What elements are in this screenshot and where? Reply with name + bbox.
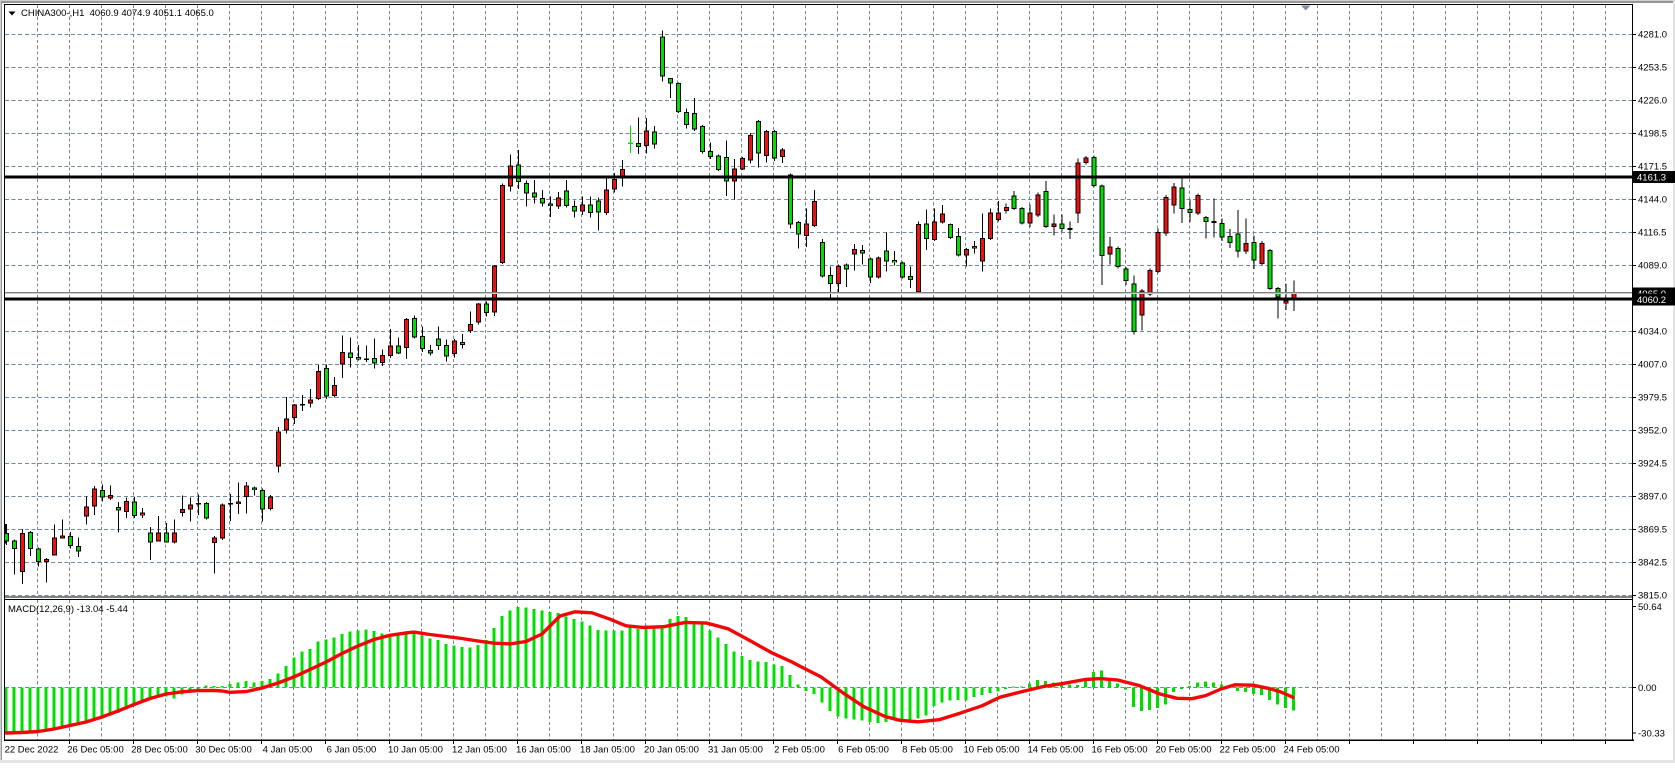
svg-text:22 Feb 05:00: 22 Feb 05:00 xyxy=(1220,745,1276,756)
svg-text:4226.0: 4226.0 xyxy=(1638,96,1667,107)
svg-text:4253.5: 4253.5 xyxy=(1638,63,1667,74)
svg-text:0.00: 0.00 xyxy=(1638,683,1657,694)
svg-text:3815.0: 3815.0 xyxy=(1638,591,1667,602)
svg-text:14 Feb 05:00: 14 Feb 05:00 xyxy=(1028,745,1084,756)
svg-text:4161.3: 4161.3 xyxy=(1637,173,1666,184)
svg-text:3952.0: 3952.0 xyxy=(1638,426,1667,437)
svg-text:16 Jan 05:00: 16 Jan 05:00 xyxy=(516,745,571,756)
svg-text:4007.0: 4007.0 xyxy=(1638,360,1667,371)
svg-text:2 Feb 05:00: 2 Feb 05:00 xyxy=(774,745,825,756)
svg-text:6 Feb 05:00: 6 Feb 05:00 xyxy=(838,745,889,756)
svg-text:20 Jan 05:00: 20 Jan 05:00 xyxy=(644,745,699,756)
svg-text:12 Jan 05:00: 12 Jan 05:00 xyxy=(452,745,507,756)
svg-text:4281.0: 4281.0 xyxy=(1638,30,1667,41)
svg-text:3924.5: 3924.5 xyxy=(1638,459,1667,470)
svg-text:4198.5: 4198.5 xyxy=(1638,129,1667,140)
svg-text:CHINA300-,H1 4060.9 4074.9 40: CHINA300-,H1 4060.9 4074.9 4051.1 4065.0 xyxy=(21,8,214,19)
svg-text:10 Feb 05:00: 10 Feb 05:00 xyxy=(964,745,1020,756)
svg-text:22 Dec 2022: 22 Dec 2022 xyxy=(5,745,59,756)
svg-text:24 Feb 05:00: 24 Feb 05:00 xyxy=(1284,745,1340,756)
svg-text:6 Jan 05:00: 6 Jan 05:00 xyxy=(327,745,377,756)
svg-text:8 Feb 05:00: 8 Feb 05:00 xyxy=(902,745,953,756)
svg-text:3979.5: 3979.5 xyxy=(1638,393,1667,404)
svg-text:3842.5: 3842.5 xyxy=(1638,558,1667,569)
svg-text:16 Feb 05:00: 16 Feb 05:00 xyxy=(1092,745,1148,756)
svg-text:20 Feb 05:00: 20 Feb 05:00 xyxy=(1156,745,1212,756)
svg-text:30 Dec 05:00: 30 Dec 05:00 xyxy=(195,745,252,756)
svg-text:50.64: 50.64 xyxy=(1638,602,1662,613)
svg-text:28 Dec 05:00: 28 Dec 05:00 xyxy=(131,745,188,756)
svg-text:4034.0: 4034.0 xyxy=(1638,327,1667,338)
svg-text:3897.0: 3897.0 xyxy=(1638,492,1667,503)
svg-text:4171.5: 4171.5 xyxy=(1638,162,1667,173)
svg-text:4116.5: 4116.5 xyxy=(1638,228,1666,239)
svg-text:4089.0: 4089.0 xyxy=(1638,261,1667,272)
svg-text:4060.2: 4060.2 xyxy=(1637,295,1666,306)
svg-text:26 Dec 05:00: 26 Dec 05:00 xyxy=(67,745,124,756)
svg-text:31 Jan 05:00: 31 Jan 05:00 xyxy=(708,745,763,756)
svg-text:MACD(12,26,9) -13.04 -5.44: MACD(12,26,9) -13.04 -5.44 xyxy=(8,604,128,615)
svg-text:-30.33: -30.33 xyxy=(1638,729,1665,740)
svg-text:4 Jan 05:00: 4 Jan 05:00 xyxy=(263,745,313,756)
svg-text:10 Jan 05:00: 10 Jan 05:00 xyxy=(388,745,443,756)
svg-text:4144.0: 4144.0 xyxy=(1638,195,1667,206)
svg-text:18 Jan 05:00: 18 Jan 05:00 xyxy=(580,745,635,756)
svg-text:3869.5: 3869.5 xyxy=(1638,525,1667,536)
